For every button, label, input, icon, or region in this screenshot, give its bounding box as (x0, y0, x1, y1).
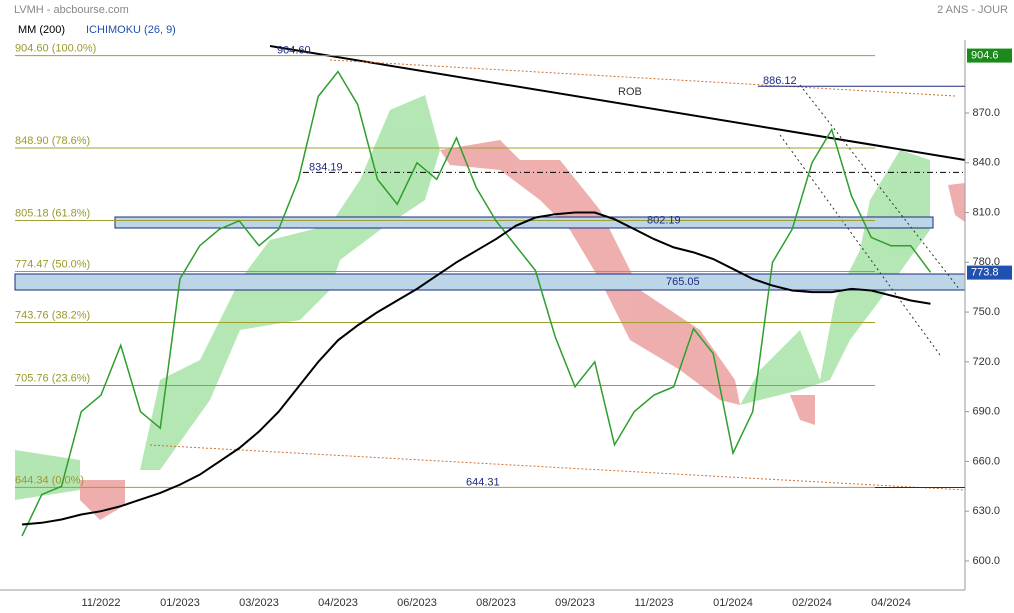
chart-title: LVMH - abcbourse.com (14, 4, 129, 16)
x-tick-label: 04/2024 (871, 597, 911, 609)
y-tick-label: 840.0 (972, 157, 1000, 169)
legend-entry: MM (200) (18, 24, 65, 36)
annotation-label: 765.05 (666, 276, 700, 288)
trendline (149, 444, 966, 491)
x-tick-label: 08/2023 (476, 597, 516, 609)
y-tick-label: 780.0 (972, 256, 1000, 268)
fib-label: 705.76 (23.6%) (15, 372, 90, 384)
x-tick-label: 02/2024 (792, 597, 832, 609)
y-tick-label: 690.0 (972, 406, 1000, 418)
legend-entry: ICHIMOKU (26, 9) (86, 24, 176, 36)
fib-label: 774.47 (50.0%) (15, 258, 90, 270)
fib-label: 805.18 (61.8%) (15, 207, 90, 219)
x-tick-label: 03/2023 (239, 597, 279, 609)
annotation-label: 886.12 (763, 75, 797, 87)
trendline (799, 84, 961, 291)
y-tick-label: 870.0 (972, 107, 1000, 119)
y-tick-label: 660.0 (972, 455, 1000, 467)
x-tick-label: 06/2023 (397, 597, 437, 609)
annotation-label: 802.19 (647, 214, 681, 226)
price-tag-label: 773.8 (971, 267, 999, 279)
fib-label: 848.90 (78.6%) (15, 135, 90, 147)
annotation-label: 644.31 (466, 476, 500, 488)
y-tick-label: 600.0 (972, 555, 1000, 567)
trendline (329, 59, 956, 97)
annotation-label: 834.19 (309, 161, 343, 173)
y-tick-label: 810.0 (972, 206, 1000, 218)
price-tag (967, 48, 1012, 63)
price-tag-label: 904.6 (971, 49, 999, 61)
x-tick-label: 01/2023 (160, 597, 200, 609)
x-tick-label: 11/2022 (82, 597, 121, 609)
x-tick-label: 11/2023 (635, 597, 674, 609)
zone-box (14, 273, 966, 291)
trendline (779, 134, 941, 356)
x-tick-label: 09/2023 (555, 597, 595, 609)
x-tick-label: 01/2024 (713, 597, 753, 609)
fib-label: 644.34 (0.0%) (15, 474, 84, 486)
x-tick-label: 04/2023 (318, 597, 358, 609)
y-tick-label: 720.0 (972, 356, 1000, 368)
fib-label: 743.76 (38.2%) (15, 309, 90, 321)
fib-label: 904.60 (100.0%) (15, 42, 96, 54)
price-tag (967, 265, 1012, 280)
y-tick-label: 630.0 (972, 505, 1000, 517)
y-tick-label: 750.0 (972, 306, 1000, 318)
trendline-label: ROB (618, 86, 642, 98)
annotation-label: 904.60 (277, 44, 311, 56)
trendline (269, 45, 966, 161)
period-label: 2 ANS - JOUR (937, 4, 1008, 16)
series-line (21, 70, 932, 537)
series-line (21, 211, 931, 526)
